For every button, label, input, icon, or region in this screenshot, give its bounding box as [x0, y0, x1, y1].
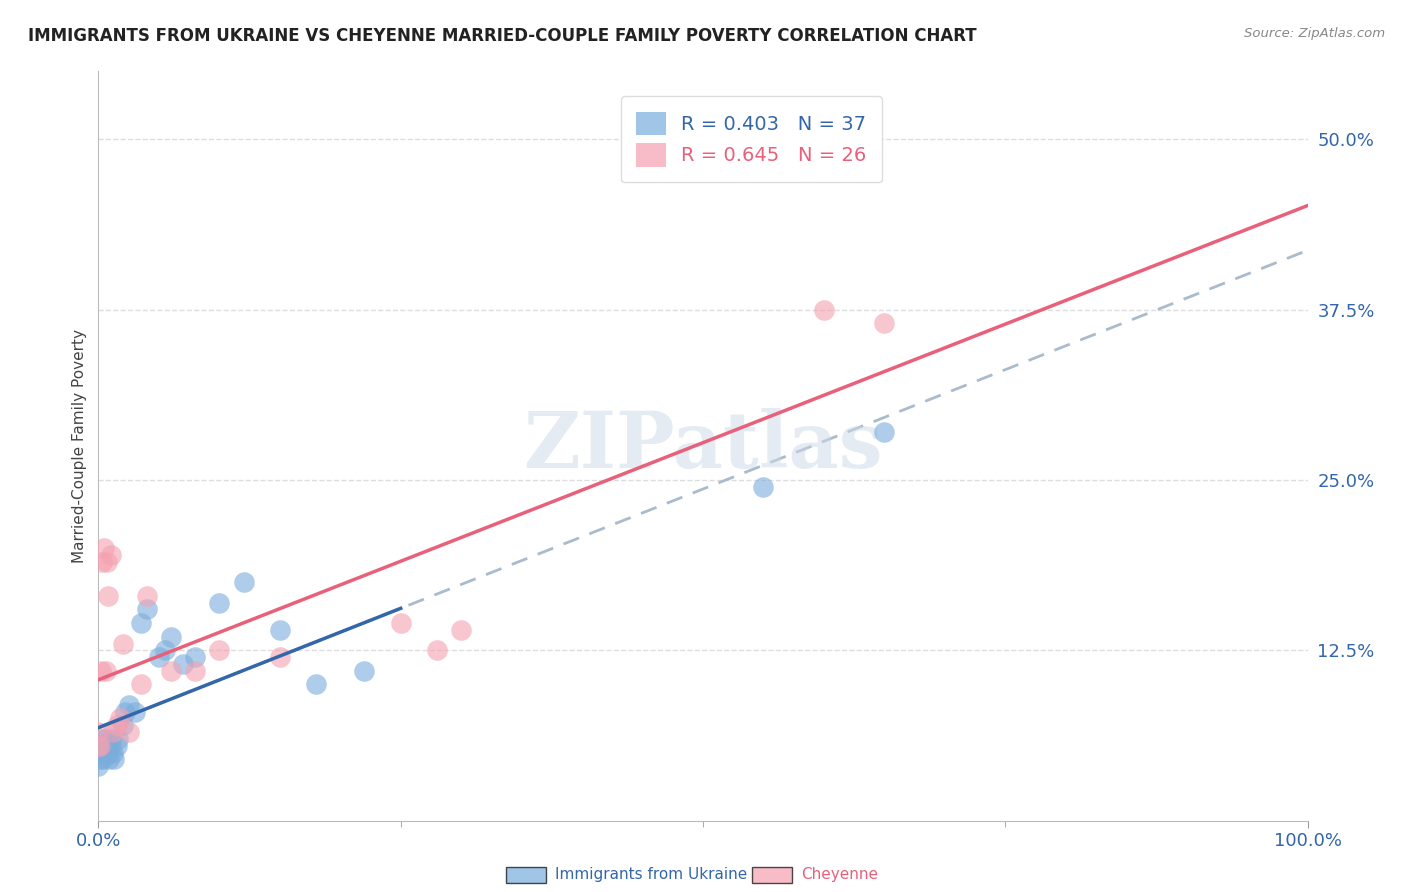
- Point: [89, 739, 111, 753]
- Point: [96, 555, 118, 569]
- Point: [873, 425, 896, 440]
- Point: [90, 739, 112, 753]
- Point: [90, 746, 112, 760]
- Point: [100, 739, 122, 753]
- Point: [160, 630, 183, 644]
- Point: [129, 616, 152, 631]
- Point: [97, 589, 120, 603]
- Point: [873, 317, 896, 331]
- Point: [96, 739, 118, 753]
- Point: [91, 752, 114, 766]
- Point: [752, 480, 775, 494]
- Point: [813, 302, 835, 317]
- Point: [184, 664, 207, 678]
- Legend: R = 0.403   N = 37, R = 0.645   N = 26: R = 0.403 N = 37, R = 0.645 N = 26: [621, 96, 882, 182]
- Point: [232, 575, 254, 590]
- Point: [91, 555, 114, 569]
- Point: [93, 541, 115, 556]
- Text: IMMIGRANTS FROM UKRAINE VS CHEYENNE MARRIED-COUPLE FAMILY POVERTY CORRELATION CH: IMMIGRANTS FROM UKRAINE VS CHEYENNE MARR…: [28, 27, 977, 45]
- Point: [98, 752, 121, 766]
- Point: [135, 602, 157, 616]
- Point: [389, 616, 412, 631]
- Point: [129, 677, 152, 691]
- Point: [111, 636, 134, 650]
- Point: [118, 698, 141, 712]
- Point: [101, 746, 124, 760]
- Point: [153, 643, 176, 657]
- Point: [114, 705, 136, 719]
- Point: [111, 718, 134, 732]
- Point: [135, 589, 157, 603]
- Point: [87, 739, 110, 753]
- Point: [103, 752, 125, 766]
- Text: Source: ZipAtlas.com: Source: ZipAtlas.com: [1244, 27, 1385, 40]
- Point: [208, 596, 231, 610]
- Point: [269, 650, 291, 665]
- Y-axis label: Married-Couple Family Poverty: Married-Couple Family Poverty: [72, 329, 87, 563]
- Text: Cheyenne: Cheyenne: [801, 867, 879, 881]
- Point: [91, 731, 114, 746]
- Point: [87, 759, 110, 773]
- Point: [101, 725, 124, 739]
- Point: [105, 718, 128, 732]
- Point: [269, 623, 291, 637]
- Point: [184, 650, 207, 665]
- Point: [426, 643, 449, 657]
- Point: [105, 739, 128, 753]
- Point: [90, 664, 112, 678]
- Point: [100, 548, 122, 562]
- Point: [305, 677, 328, 691]
- Point: [107, 731, 129, 746]
- Text: Immigrants from Ukraine: Immigrants from Ukraine: [555, 867, 748, 881]
- Text: ZIPatlas: ZIPatlas: [523, 408, 883, 484]
- Point: [118, 725, 141, 739]
- Point: [87, 746, 110, 760]
- Point: [108, 711, 131, 725]
- Point: [148, 650, 170, 665]
- Point: [91, 746, 114, 760]
- Point: [160, 664, 183, 678]
- Point: [172, 657, 194, 671]
- Point: [94, 664, 117, 678]
- Point: [94, 731, 117, 746]
- Point: [100, 731, 122, 746]
- Point: [353, 664, 375, 678]
- Point: [87, 725, 110, 739]
- Point: [124, 705, 146, 719]
- Point: [208, 643, 231, 657]
- Point: [97, 746, 120, 760]
- Point: [89, 752, 111, 766]
- Point: [450, 623, 472, 637]
- Point: [93, 739, 115, 753]
